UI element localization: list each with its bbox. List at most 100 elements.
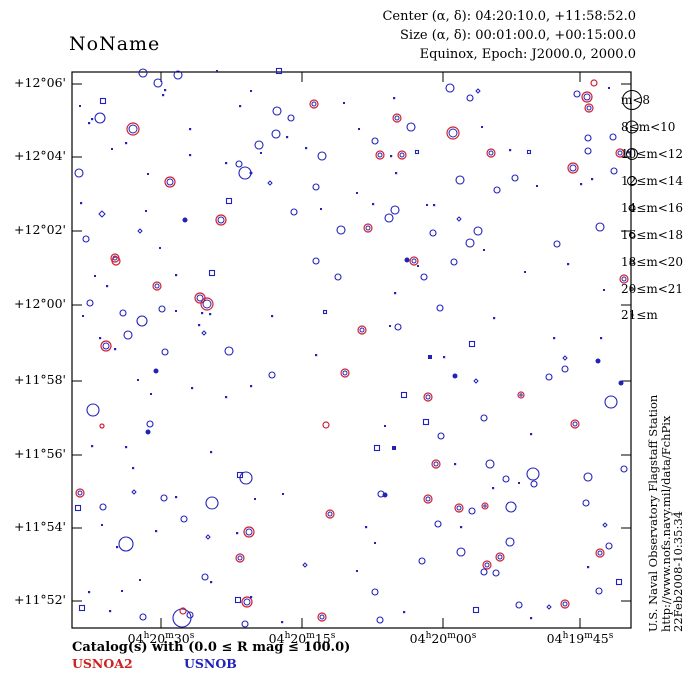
star-marker [466,94,474,102]
star-marker [570,419,580,429]
y-tick-label: +12°04' [14,148,66,163]
star-marker [426,204,428,206]
star-marker [390,205,400,215]
star-marker [456,505,462,511]
star-marker [597,550,603,556]
star-marker [586,105,592,111]
y-tick-label: +12°02' [14,222,66,237]
star-marker [446,126,460,140]
star-marker [282,493,284,495]
star-marker [422,418,430,426]
legend-row: 14≤m<16 [620,197,683,219]
star-marker [235,553,245,563]
star-marker [343,102,345,104]
star-marker [312,183,320,191]
star-marker [399,152,405,158]
star-marker [418,557,426,565]
star-marker [99,503,107,511]
star-marker [377,152,383,158]
star-marker [495,552,505,562]
star-marker [180,515,188,523]
x-tick-label: 04h19m45s [546,631,614,647]
star-marker [545,373,553,381]
star-marker [429,229,437,237]
star-marker [305,147,308,150]
star-marker [420,273,428,281]
y-tick-label: +11°56' [14,446,66,461]
star-marker [493,186,501,194]
star-marker [132,467,135,470]
x-tick-label: 04h20m00s [409,631,477,647]
star-marker [358,128,360,130]
star-marker [327,511,333,517]
star-marker [225,162,228,165]
star-marker [371,588,379,596]
star-marker [99,423,105,429]
star-marker [619,274,629,284]
star-marker [562,601,568,607]
legend-label: 16≤m<18 [621,228,684,242]
legend-label: 20≤m<21 [621,282,684,296]
star-marker [600,337,603,340]
star-marker [225,396,228,399]
star-marker [365,225,371,231]
plot-frame [71,71,632,629]
star-marker [502,475,510,483]
star-marker [404,257,410,263]
magnitude-circle-icon [627,176,637,186]
legend-label: 18≤m<20 [621,255,684,269]
star-marker [172,608,192,628]
star-marker [604,395,618,409]
star-marker [567,263,570,266]
star-marker [241,620,249,628]
star-marker [584,147,592,155]
star-marker [88,122,91,125]
legend-label: 12≤m<14 [621,174,684,188]
star-marker [519,393,523,397]
star-marker [150,393,152,395]
star-marker [526,467,540,481]
star-marker [267,180,273,186]
star-marker [126,122,140,136]
star-marker [155,530,158,533]
star-marker [536,185,538,187]
star-marker [91,445,94,448]
star-marker [99,97,107,105]
star-marker [480,414,488,422]
star-marker [275,67,283,75]
star-marker [236,532,239,535]
star-marker [317,612,327,622]
star-marker [131,489,137,495]
star-marker [114,348,117,351]
star-marker [595,222,605,232]
star-marker [189,154,192,157]
star-marker [311,101,317,107]
star-marker [75,488,85,498]
catalog-usnoa2-label: USNOA2 [72,656,133,671]
star-marker [146,420,154,428]
star-marker [484,562,490,568]
star-marker [202,299,212,309]
star-marker [437,432,445,440]
star-marker [472,606,480,614]
star-marker [562,355,568,361]
legend-row: m<8 [620,89,650,111]
star-marker [243,526,255,538]
star-marker [164,89,167,92]
star-marker [238,166,252,180]
star-marker [82,235,90,243]
credit-timestamp: 22Feb2008-10:35:34 [671,511,685,632]
magnitude-circle-icon [625,120,639,134]
star-marker [392,446,396,450]
star-marker [392,113,402,123]
star-marker [400,391,408,399]
star-marker [111,148,113,150]
star-marker [215,214,227,226]
star-marker [309,99,319,109]
magnitude-circle-icon [630,313,634,317]
star-marker [375,150,385,160]
star-marker [450,258,458,266]
star-marker [580,183,583,186]
